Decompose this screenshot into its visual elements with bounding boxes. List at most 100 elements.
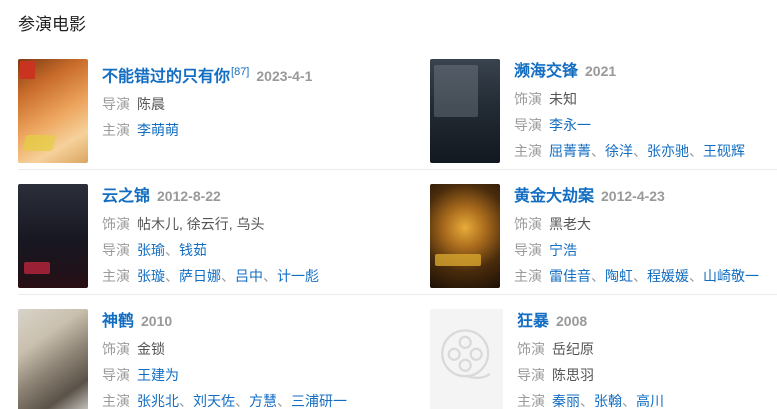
credit-line-star: 主演 张璇、萨日娜、吕中、计一彪 (102, 267, 319, 286)
credit-line-director: 导演 张瑜、钱茹 (102, 241, 319, 260)
title-line: 云之锦 2012-8-22 (102, 186, 319, 207)
movie-poster[interactable] (18, 309, 88, 409)
movie-info: 狂暴 2008 饰演 岳纪原 导演 陈思羽 主演 秦丽、张翰、高川 (517, 309, 664, 409)
person-link[interactable]: 王砚辉 (703, 143, 745, 159)
credit-label: 主演 (517, 393, 545, 409)
credit-line-director: 导演 陈晨 (102, 95, 312, 114)
movie-info: 不能错过的只有你[87] 2023-4-1 导演 陈晨 主演 李萌萌 (102, 59, 312, 163)
credit-line-director: 导演 陈思羽 (517, 366, 664, 385)
credit-label: 主演 (102, 122, 130, 139)
credit-label: 导演 (514, 117, 542, 133)
name-separator: 、 (689, 143, 703, 159)
movie-title-link[interactable]: 狂暴 (517, 313, 550, 330)
credit-label: 导演 (102, 96, 130, 113)
credit-label: 饰演 (102, 341, 130, 357)
row-divider (18, 169, 777, 170)
movie-card: 黄金大劫案 2012-4-23 饰演 黑老大 导演 宁浩 主演 雷佳音、陶虹、程媛媛、山… (430, 184, 777, 288)
person-link[interactable]: 刘天佐 (193, 393, 235, 409)
credit-line-director: 导演 李永一 (514, 116, 745, 135)
person-link[interactable]: 宁浩 (549, 242, 577, 258)
person-link[interactable]: 张兆北 (137, 393, 179, 409)
credit-text: 黑老大 (549, 216, 591, 232)
movie-poster[interactable] (430, 184, 500, 288)
person-link[interactable]: 雷佳音 (549, 268, 591, 284)
row-divider (18, 294, 777, 295)
release-date: 2012-4-23 (601, 188, 665, 204)
release-date: 2021 (585, 63, 617, 79)
credit-line-role: 饰演 金锁 (102, 340, 347, 359)
person-link[interactable]: 张瑜 (137, 242, 165, 258)
person-link[interactable]: 张璇 (137, 268, 165, 284)
credit-label: 主演 (102, 393, 130, 409)
movie-title-link[interactable]: 不能错过的只有你 (102, 68, 231, 86)
credit-line-role: 饰演 未知 (514, 90, 745, 109)
credit-label: 饰演 (102, 216, 130, 232)
credit-line-role: 饰演 帖木儿, 徐云行, 乌头 (102, 215, 319, 234)
person-link[interactable]: 陶虹 (605, 268, 633, 284)
credit-label: 饰演 (514, 216, 542, 232)
movie-card: 濒海交锋 2021 饰演 未知 导演 李永一 主演 屈菁菁、徐洋、张亦驰、王砚辉 (430, 59, 777, 163)
title-line: 神鹤 2010 (102, 311, 347, 332)
credit-label: 主演 (514, 143, 542, 159)
credit-line-role: 饰演 黑老大 (514, 215, 759, 234)
name-separator: 、 (633, 143, 647, 159)
person-link[interactable]: 计一彪 (277, 268, 319, 284)
release-date: 2008 (556, 313, 588, 329)
movie-title-link[interactable]: 云之锦 (102, 188, 151, 205)
movie-poster[interactable] (18, 184, 88, 288)
name-separator: 、 (165, 242, 179, 258)
credit-label: 导演 (102, 367, 130, 383)
name-separator: 、 (277, 393, 291, 409)
credit-line-star: 主演 雷佳音、陶虹、程媛媛、山崎敬一 (514, 267, 759, 286)
person-link[interactable]: 李永一 (549, 117, 591, 133)
credit-text: 未知 (549, 91, 577, 107)
title-line: 濒海交锋 2021 (514, 61, 745, 82)
name-separator: 、 (689, 268, 703, 284)
credit-label: 主演 (514, 268, 542, 284)
movie-poster[interactable] (18, 59, 88, 163)
credit-text: 帖木儿, 徐云行, 乌头 (137, 216, 265, 232)
person-link[interactable]: 王建为 (137, 367, 179, 383)
person-link[interactable]: 秦丽 (552, 393, 580, 409)
person-link[interactable]: 徐洋 (605, 143, 633, 159)
credit-line-star: 主演 秦丽、张翰、高川 (517, 392, 664, 409)
movie-row: 不能错过的只有你[87] 2023-4-1 导演 陈晨 主演 李萌萌 濒海交锋 2021 (0, 45, 777, 169)
person-link[interactable]: 萨日娜 (179, 268, 221, 284)
person-link[interactable]: 钱茹 (179, 242, 207, 258)
person-link[interactable]: 山崎敬一 (703, 268, 759, 284)
movie-card: 云之锦 2012-8-22 饰演 帖木儿, 徐云行, 乌头 导演 张瑜、钱茹 主演 张璇… (18, 184, 430, 288)
person-link[interactable]: 三浦研一 (291, 393, 347, 409)
name-separator: 、 (622, 393, 636, 409)
movie-card: 神鹤 2010 饰演 金锁 导演 王建为 主演 张兆北、刘天佐、方慧、三浦研一 (18, 309, 430, 409)
person-link[interactable]: 吕中 (235, 268, 263, 284)
movie-title-link[interactable]: 濒海交锋 (514, 63, 579, 80)
credit-line-director: 导演 宁浩 (514, 241, 759, 260)
name-separator: 、 (263, 268, 277, 284)
movie-row: 云之锦 2012-8-22 饰演 帖木儿, 徐云行, 乌头 导演 张瑜、钱茹 主演 张璇… (0, 170, 777, 294)
credit-line-star: 主演 张兆北、刘天佐、方慧、三浦研一 (102, 392, 347, 409)
person-link[interactable]: 李萌萌 (137, 122, 179, 139)
person-link[interactable]: 高川 (636, 393, 664, 409)
credit-text: 陈思羽 (552, 367, 594, 383)
credit-label: 饰演 (514, 91, 542, 107)
section-title: 参演电影 (18, 15, 86, 34)
movie-title-link[interactable]: 神鹤 (102, 313, 135, 330)
credit-text: 金锁 (137, 341, 165, 357)
name-separator: 、 (165, 268, 179, 284)
person-link[interactable]: 程媛媛 (647, 268, 689, 284)
movie-poster-placeholder[interactable] (430, 309, 503, 409)
credit-label: 导演 (514, 242, 542, 258)
name-separator: 、 (235, 393, 249, 409)
credit-line-role: 饰演 岳纪原 (517, 340, 664, 359)
person-link[interactable]: 张亦驰 (647, 143, 689, 159)
film-reel-icon (434, 324, 500, 395)
person-link[interactable]: 张翰 (594, 393, 622, 409)
credit-label: 主演 (102, 268, 130, 284)
movie-poster[interactable] (430, 59, 500, 163)
person-link[interactable]: 屈菁菁 (549, 143, 591, 159)
citation-ref-link[interactable]: [87] (231, 66, 250, 78)
movie-title-link[interactable]: 黄金大劫案 (514, 188, 595, 205)
name-separator: 、 (580, 393, 594, 409)
title-line: 狂暴 2008 (517, 311, 664, 332)
person-link[interactable]: 方慧 (249, 393, 277, 409)
